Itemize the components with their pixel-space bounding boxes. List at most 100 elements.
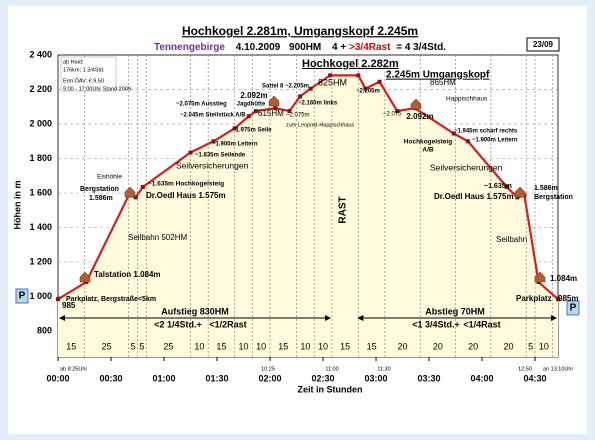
house-icon: [79, 271, 91, 283]
x-tick-label: 04:30: [524, 373, 547, 383]
subtitle-part: 900HM: [289, 42, 321, 53]
profile-point: [308, 86, 313, 91]
annotation: ~2.205m: [356, 89, 380, 95]
y-tick-label: 1 200: [29, 256, 52, 266]
house-icon: [268, 95, 280, 107]
segment-label: 10: [300, 341, 310, 351]
annotation: RAST: [338, 196, 349, 223]
annotation: ~1.900m Leitern: [472, 138, 518, 144]
annotation: Eishöhle: [97, 174, 122, 181]
annotation: Seilversicherungen: [430, 162, 503, 172]
annotation: 1.084m: [550, 274, 577, 283]
segment-label: 15: [367, 341, 377, 351]
annotation: Sattel 8 ~2.205m: [262, 84, 309, 90]
ascent-label: <2 1/4Std.+: [154, 319, 202, 329]
profile-point: [298, 94, 303, 99]
segment-label: 10: [539, 341, 549, 351]
annotation: ~2.075m: [286, 113, 310, 119]
info-line: 176km; 1 3/4Std.: [63, 67, 105, 73]
segment-label: 20: [398, 341, 408, 351]
y-tick-label: 1 600: [29, 187, 52, 197]
badge: 23/09: [533, 40, 554, 49]
x-tick-label: 03:00: [365, 373, 388, 383]
annotation: ~2.045m Steilstück A/B: [180, 113, 246, 119]
annotation: ab 8:25Uhr: [60, 366, 87, 372]
profile-point: [356, 73, 361, 78]
y-axis-label: Höhen in m: [12, 181, 22, 230]
annotation: Seilbahn: [496, 235, 527, 244]
x-tick-label: 01:30: [205, 373, 228, 383]
profile-point: [465, 139, 470, 144]
segment-label: 10: [256, 341, 266, 351]
annotation: Happischhaus: [446, 96, 488, 103]
annotation: Dr.Oedl Haus 1.575m: [434, 192, 514, 201]
segment-label: 5: [131, 341, 136, 351]
descent-label: <1 3/4Std.+: [412, 319, 460, 329]
segment-label: 20: [468, 341, 478, 351]
annotation: Bergstation: [534, 194, 573, 201]
annotation: 2.092m: [406, 112, 433, 121]
profile-point: [556, 297, 560, 302]
x-axis-label: Zeit in Stunden: [298, 384, 363, 394]
info-line: 9:00 - 17:00Uhr Stand 2009: [63, 86, 131, 92]
ascent-label: <1/2Rast: [209, 319, 246, 329]
annotation: Seilversicherungen: [176, 160, 249, 170]
annotation: 11:30: [377, 366, 390, 372]
profile-point: [328, 73, 333, 78]
segment-label: 25: [163, 341, 173, 351]
y-tick-label: 800: [37, 325, 52, 335]
peak-label: 825HM: [318, 77, 347, 87]
profile-point: [451, 131, 456, 136]
annotation: Talstation 1.084m: [94, 270, 161, 279]
profile-point: [515, 195, 520, 200]
y-tick-label: 2 000: [29, 118, 52, 128]
annotation: ~2.075m Ausstieg: [176, 102, 227, 108]
annotation: 11:00: [325, 366, 338, 372]
x-tick-label: 00:30: [99, 373, 122, 383]
plot: 800 1 000 1 200 1 400 1 600 1 800 2 000 2 200 2 …: [15, 49, 580, 383]
profile-area: [58, 75, 558, 357]
annotation: A/B: [422, 147, 434, 154]
annotation: 985m: [558, 294, 578, 303]
subtitle-part: >3/4Rast: [349, 42, 391, 53]
segment-label: 20: [504, 341, 514, 351]
subtitle: Tennengebirge 4.10.2009 900HM 4 + >3/4Ra…: [154, 42, 446, 53]
parking-box: [15, 288, 29, 304]
annotation: 985: [62, 301, 76, 310]
subtitle-part: = 4 3/4Std.: [396, 42, 446, 53]
house-icon: [124, 186, 136, 198]
annotation: ~1.900m Leitern: [212, 142, 258, 148]
annotation: Dr.Oedl Haus 1.575m: [146, 191, 226, 200]
annotation: zum Leopold-Happischhaus: [286, 122, 354, 128]
y-tick-label: 2 400: [29, 49, 52, 59]
profile-point: [56, 297, 60, 302]
info-line: Erm.ÖAV: € 9,50: [63, 77, 104, 84]
x-tick-label: 01:00: [152, 373, 175, 383]
x-tick-label: 02:00: [258, 373, 281, 383]
segment-label: 5: [139, 341, 144, 351]
segment-label: 25: [102, 341, 112, 351]
segment-label: 15: [278, 341, 288, 351]
annotation: ~1.945m scharf rechts: [454, 129, 518, 135]
house-icon: [534, 271, 546, 283]
chart-title: Hochkogel 2.281m, Umgangskopf 2.245m: [182, 24, 418, 38]
annotation: Seilbahn 502HM: [128, 233, 187, 242]
peak-label: Hochkogel 2.282m: [302, 58, 399, 70]
segment-label: 10: [239, 341, 249, 351]
annotation: Jagdhütte: [237, 102, 266, 108]
annotation: ~1.975m Seile: [232, 128, 272, 134]
segment-label: 15: [216, 341, 226, 351]
segment-label: 15: [340, 341, 350, 351]
parking-sign: P: [19, 291, 26, 302]
annotation: ~1.635m Hochkogelsteig: [148, 181, 224, 188]
y-tick-label: 2 200: [29, 84, 52, 94]
x-tick-label: 04:00: [471, 373, 494, 383]
segment-label: 15: [66, 341, 76, 351]
annotation: Parkplatz: [516, 294, 552, 303]
profile-point: [140, 185, 145, 190]
annotation: Parkplatz, Bergstraße<5km: [66, 296, 156, 303]
annotation: an 13:10Uhr: [543, 366, 573, 372]
segment-label: 10: [318, 341, 328, 351]
profile-point: [273, 106, 278, 111]
